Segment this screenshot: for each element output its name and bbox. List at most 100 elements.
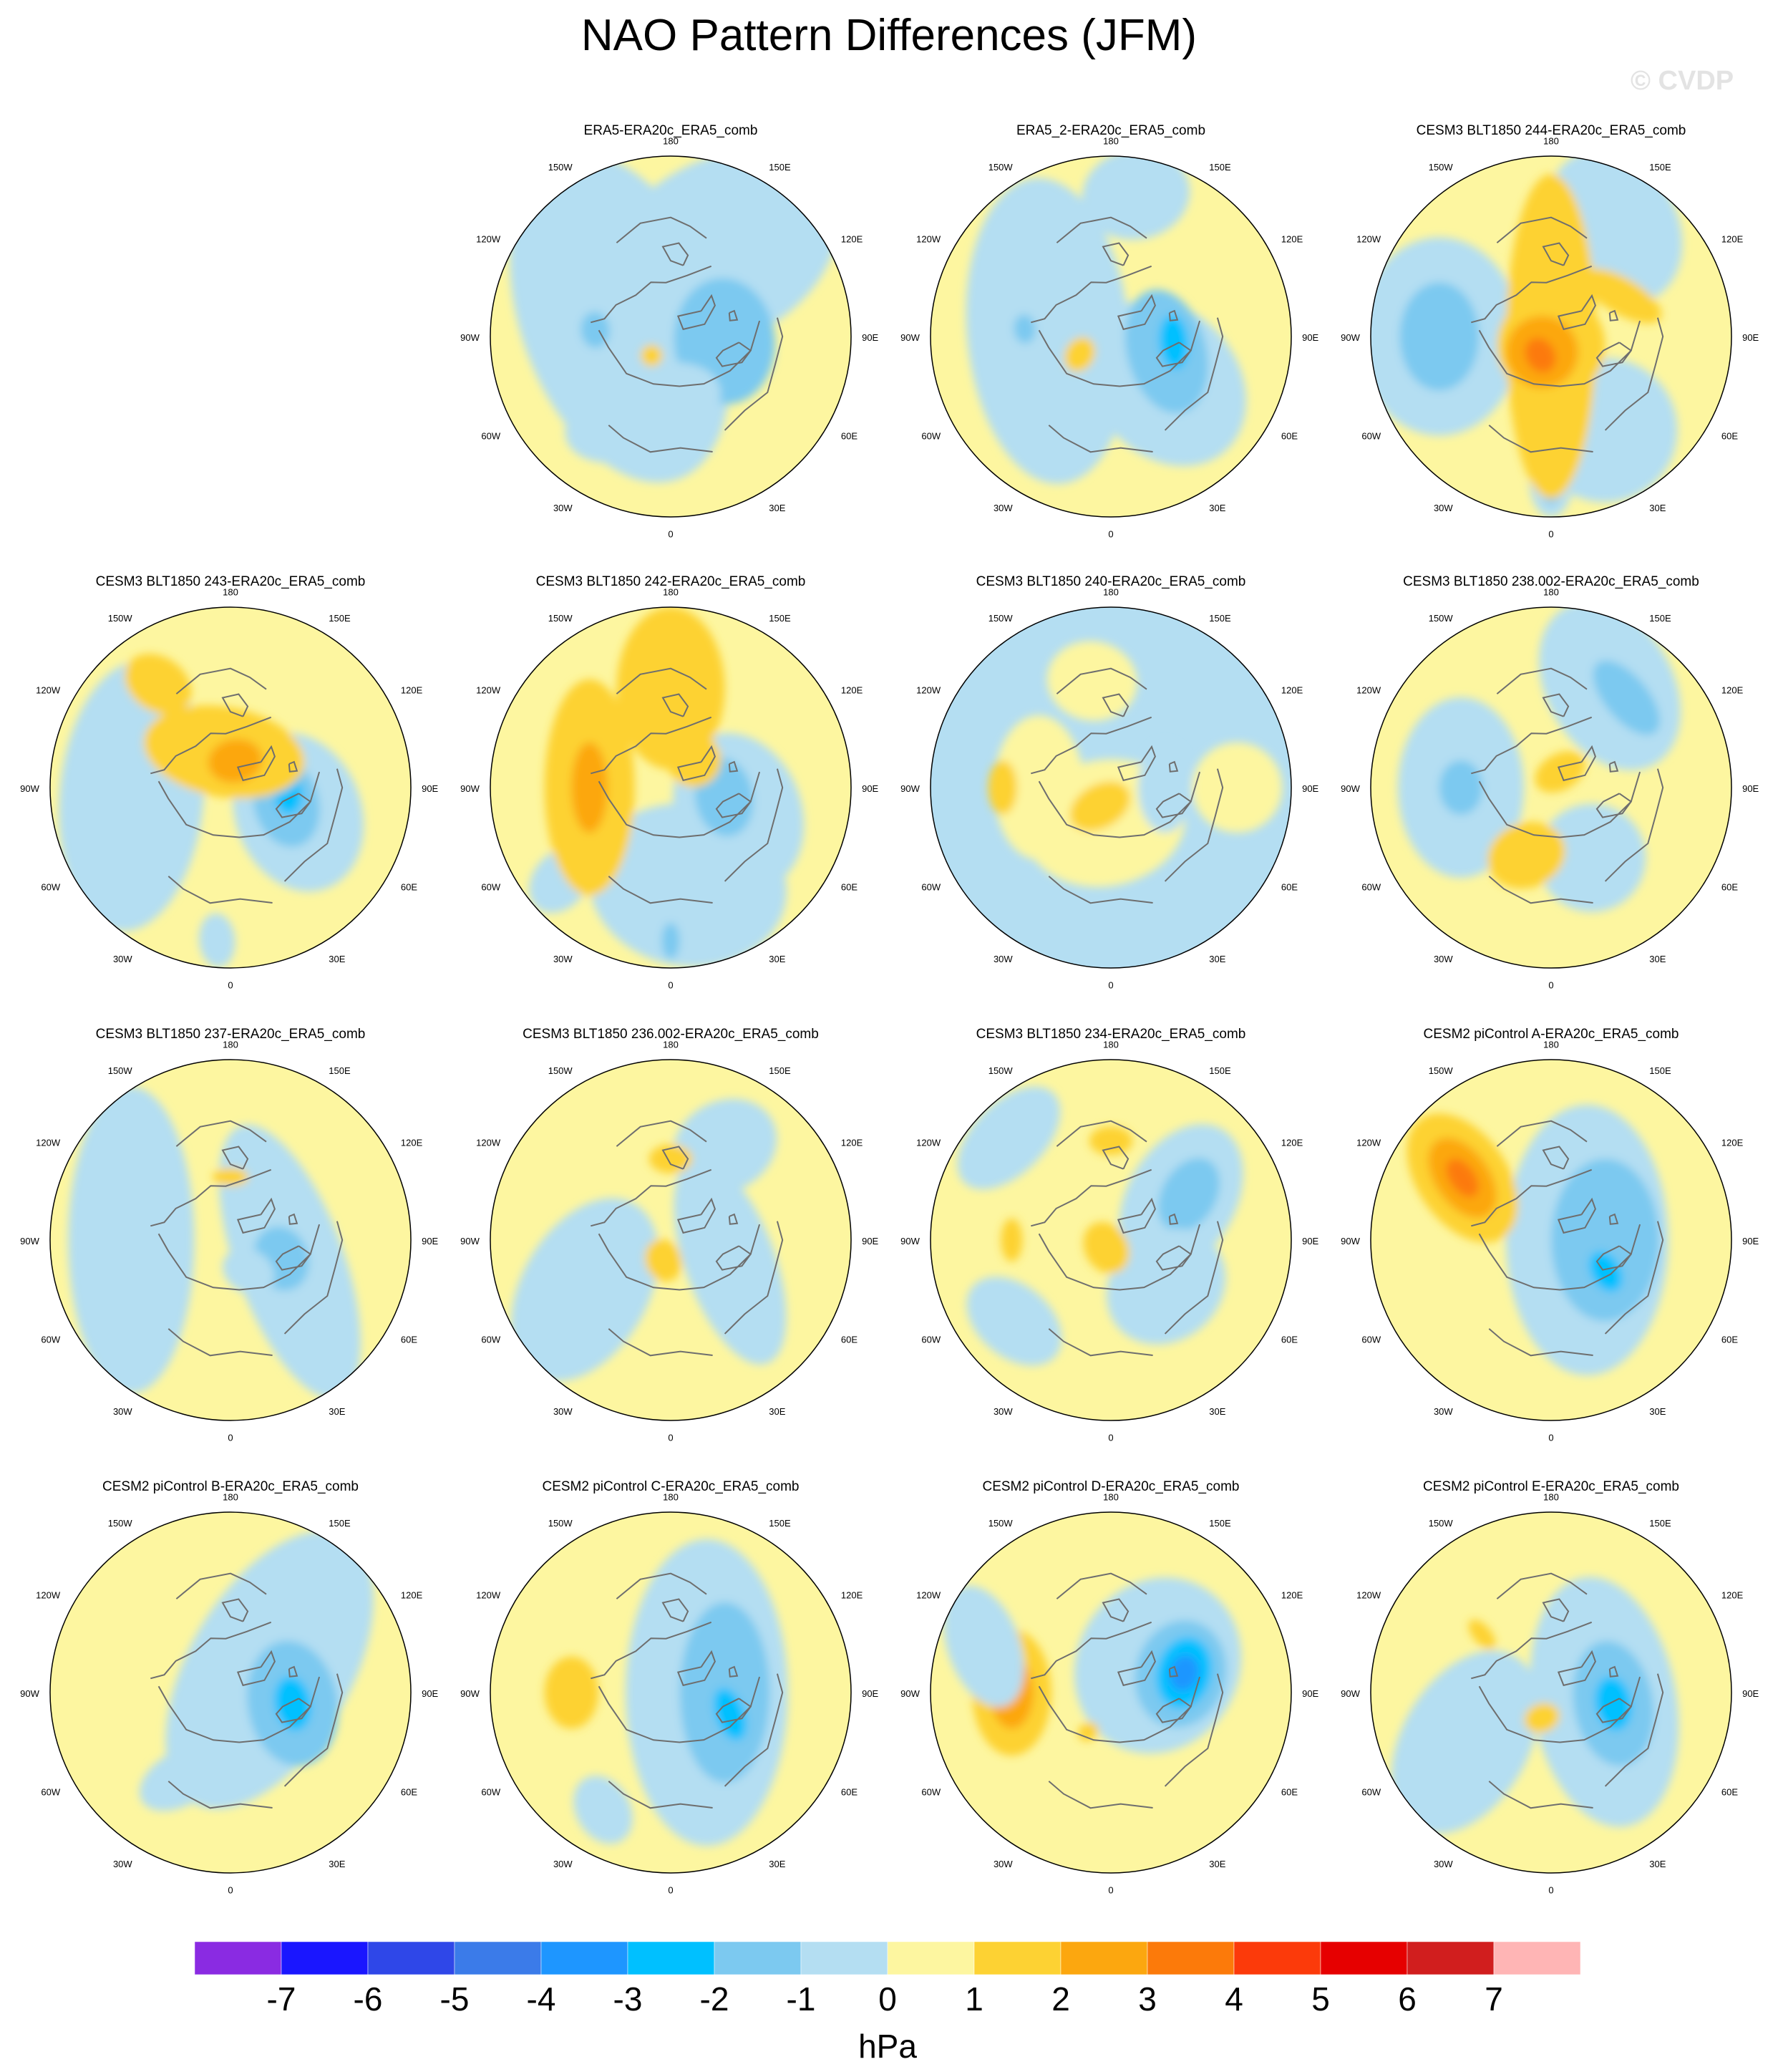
lon-label: 90E xyxy=(1742,783,1759,794)
lon-label: 120W xyxy=(476,1590,501,1601)
lon-label: 120W xyxy=(916,1590,941,1601)
lon-label: 180 xyxy=(1543,586,1559,597)
lon-label: 120W xyxy=(476,685,501,696)
lon-label: 0 xyxy=(668,529,673,540)
lon-label: 120W xyxy=(1356,685,1381,696)
map-border xyxy=(930,1511,1292,1874)
panel-title: CESM3 BLT1850 240-ERA20c_ERA5_comb xyxy=(976,574,1246,589)
contour-blob xyxy=(1169,1655,1199,1691)
coastline xyxy=(591,216,784,453)
field-contours xyxy=(1371,1512,1731,1873)
lon-label: 90W xyxy=(20,783,39,794)
lon-label: 60E xyxy=(1721,881,1738,892)
lon-label: 0 xyxy=(668,980,673,991)
lon-label: 90W xyxy=(1341,332,1360,343)
lon-label: 30W xyxy=(553,954,573,964)
contour-blob xyxy=(1593,660,1660,735)
coastline xyxy=(1471,1572,1664,1809)
lon-label: 60E xyxy=(401,881,417,892)
map-border xyxy=(490,606,852,969)
lon-label: 0 xyxy=(1108,529,1113,540)
map-border xyxy=(930,606,1292,969)
lon-label: 150E xyxy=(769,1518,791,1529)
lon-label: 120E xyxy=(1721,1590,1744,1601)
contour-blob xyxy=(1089,1126,1133,1156)
lon-label: 30W xyxy=(1434,1859,1453,1869)
colorbar-swatch xyxy=(800,1941,888,1975)
contour-blob xyxy=(544,1656,599,1729)
coastline xyxy=(591,1120,784,1357)
map-panel: CESM3 BLT1850 236.002-ERA20c_ERA5_comb18… xyxy=(460,1027,878,1443)
lon-label: 120E xyxy=(1721,1138,1744,1148)
contour-blob xyxy=(198,913,235,968)
lon-label: 150W xyxy=(548,1065,573,1076)
coastline xyxy=(1031,216,1224,453)
map-border xyxy=(1370,1511,1732,1874)
colorbar-swatch xyxy=(1493,1941,1581,1975)
lon-label: 90E xyxy=(862,1688,878,1699)
lon-label: 90W xyxy=(1341,1236,1360,1246)
contour-blob xyxy=(1399,282,1480,391)
contour-blob xyxy=(1083,1221,1130,1274)
panel-title: CESM2 piControl C-ERA20c_ERA5_comb xyxy=(542,1479,799,1494)
colorbar-tick-label: -3 xyxy=(613,1980,643,2018)
lon-label: 90W xyxy=(20,1236,39,1246)
colorbar-swatch xyxy=(887,1941,975,1975)
lon-label: 180 xyxy=(1103,1491,1119,1502)
field-contours xyxy=(50,607,411,968)
field-contours xyxy=(931,607,1291,968)
field-contours xyxy=(931,156,1291,517)
lon-label: 120E xyxy=(841,685,863,696)
lon-label: 120E xyxy=(401,685,423,696)
lon-label: 90E xyxy=(862,1236,878,1246)
lon-label: 60E xyxy=(1721,1334,1738,1345)
contour-blob xyxy=(1192,742,1283,833)
lon-label: 150W xyxy=(988,162,1014,173)
contour-blob xyxy=(957,1086,1061,1190)
lon-label: 120W xyxy=(36,685,61,696)
lon-label: 90W xyxy=(900,332,920,343)
lon-label: 150W xyxy=(108,1518,133,1529)
contour-blob xyxy=(1537,803,1646,912)
lon-label: 120E xyxy=(841,1138,863,1148)
lon-label: 150W xyxy=(988,1518,1014,1529)
lon-label: 150E xyxy=(1209,162,1231,173)
contour-blob xyxy=(565,362,721,464)
lon-label: 120W xyxy=(1356,234,1381,245)
field-contours xyxy=(931,1512,1291,1873)
coastline xyxy=(591,1572,784,1809)
lon-label: 30W xyxy=(553,1859,573,1869)
map-border xyxy=(1370,606,1732,969)
panel-title: ERA5_2-ERA20c_ERA5_comb xyxy=(1016,123,1205,138)
panel-title: CESM3 BLT1850 237-ERA20c_ERA5_comb xyxy=(96,1027,366,1042)
map-border xyxy=(1370,155,1732,518)
lon-label: 30E xyxy=(1209,954,1225,964)
lon-label: 150W xyxy=(548,1518,573,1529)
lon-label: 120W xyxy=(916,234,941,245)
lon-label: 90E xyxy=(1742,1236,1759,1246)
colorbar-swatch xyxy=(627,1941,715,1975)
contour-blob xyxy=(1446,1158,1479,1198)
lon-label: 90W xyxy=(460,1236,480,1246)
colorbar-tick-label: 6 xyxy=(1398,1980,1417,2018)
contour-blob xyxy=(1001,1218,1023,1262)
coastline xyxy=(1031,1572,1224,1809)
contour-blob xyxy=(571,742,608,833)
lon-label: 150W xyxy=(1429,1518,1454,1529)
lon-label: 150E xyxy=(769,162,791,173)
panel-title: CESM3 BLT1850 244-ERA20c_ERA5_comb xyxy=(1417,123,1686,138)
lon-label: 150E xyxy=(1649,162,1671,173)
lon-label: 150E xyxy=(1649,1065,1671,1076)
lon-label: 150W xyxy=(548,613,573,624)
coastline xyxy=(591,667,784,904)
panel-title: CESM3 BLT1850 243-ERA20c_ERA5_comb xyxy=(96,574,366,589)
lon-label: 0 xyxy=(668,1885,673,1896)
lon-label: 60E xyxy=(401,1786,417,1797)
colorbar-tick-label: 2 xyxy=(1051,1980,1070,2018)
lon-label: 60E xyxy=(1281,430,1298,441)
lon-label: 90E xyxy=(1302,783,1318,794)
lon-label: 180 xyxy=(1543,135,1559,146)
